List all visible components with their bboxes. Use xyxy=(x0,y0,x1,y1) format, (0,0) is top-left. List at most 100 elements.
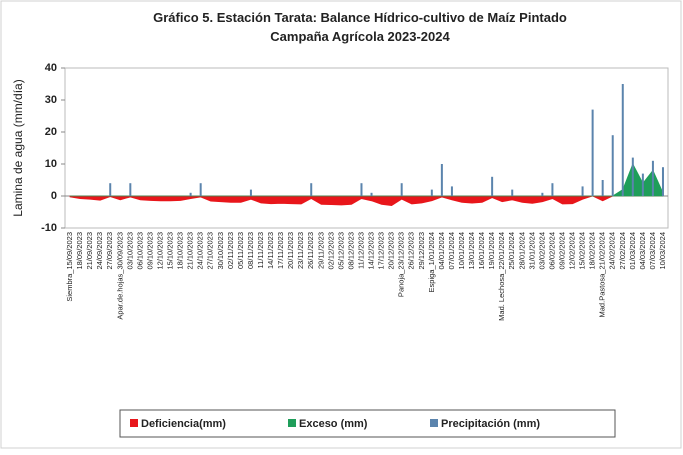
x-tick-label: 19/01/2024 xyxy=(487,232,496,270)
x-tick-label: 11/12/2023 xyxy=(356,232,365,269)
x-tick-label: 10/01/2024 xyxy=(457,232,466,270)
legend-label: Deficiencia(mm) xyxy=(141,418,226,430)
bar xyxy=(661,167,664,196)
x-tick-label: 02/11/2023 xyxy=(226,232,235,269)
bar xyxy=(491,176,494,196)
area xyxy=(69,195,663,207)
x-tick-label: Mad.Pastosa_21/02/2024 xyxy=(598,232,607,317)
y-tick-label: 30 xyxy=(45,94,57,106)
x-tick-label: 05/12/2023 xyxy=(336,232,345,270)
bar xyxy=(199,183,202,196)
x-tick-label: 29/12/2023 xyxy=(417,232,426,270)
x-tick-label: 06/02/2024 xyxy=(547,232,556,270)
x-tick-label: 15/10/2023 xyxy=(166,232,175,270)
x-tick-label: 20/11/2023 xyxy=(286,232,295,269)
bar xyxy=(581,186,584,196)
y-tick-label: 0 xyxy=(51,190,57,202)
x-tick-label: 18/02/2024 xyxy=(588,232,597,270)
x-tick-label: 14/11/2023 xyxy=(266,232,275,269)
bar xyxy=(611,135,614,196)
x-tick-label: 14/12/2023 xyxy=(367,232,376,270)
x-tick-label: 28/01/2024 xyxy=(517,232,526,270)
bar xyxy=(249,189,252,196)
x-tick-label: 02/12/2023 xyxy=(326,232,335,270)
chart-subtitle: Campaña Agrícola 2023-2024 xyxy=(270,29,450,44)
bar xyxy=(450,186,453,196)
x-tick-label: 24/10/2023 xyxy=(196,232,205,270)
bar xyxy=(641,173,644,196)
x-tick-label: 10/03/2024 xyxy=(658,232,667,270)
legend-label: Exceso (mm) xyxy=(299,418,368,430)
x-tick-label: 03/10/2023 xyxy=(125,232,134,270)
legend-swatch xyxy=(130,419,138,427)
x-tick-label: 06/10/2023 xyxy=(135,232,144,270)
x-tick-label: Espiga_1/01/2024 xyxy=(427,232,436,292)
x-tick-label: 26/11/2023 xyxy=(306,232,315,269)
x-tick-label: 07/03/2024 xyxy=(648,232,657,270)
bar xyxy=(430,189,433,196)
x-tick-label: 24/02/2024 xyxy=(608,232,617,270)
x-tick-label: 09/02/2024 xyxy=(557,232,566,270)
x-tick-label: 16/01/2024 xyxy=(477,232,486,270)
bar xyxy=(310,183,313,196)
bar xyxy=(621,84,624,196)
legend-label: Precipitación (mm) xyxy=(441,418,540,430)
bar xyxy=(109,183,112,196)
bar xyxy=(551,183,554,196)
legend-swatch xyxy=(288,419,296,427)
bar xyxy=(360,183,363,196)
x-tick-label: 12/02/2024 xyxy=(568,232,577,270)
x-tick-label: 29/11/2023 xyxy=(316,232,325,269)
chart-title: Gráfico 5. Estación Tarata: Balance Hídr… xyxy=(153,10,567,25)
x-tick-label: 03/02/2024 xyxy=(537,232,546,270)
x-tick-label: 27/09/2023 xyxy=(105,232,114,270)
bar xyxy=(511,189,514,196)
bar xyxy=(541,192,544,196)
bar xyxy=(651,160,654,196)
bar xyxy=(400,183,403,196)
x-tick-label: 04/03/2024 xyxy=(638,232,647,270)
y-axis-label: Lamina de agua (mm/día) xyxy=(11,79,25,216)
x-tick-label: 24/09/2023 xyxy=(95,232,104,270)
y-tick-label: 40 xyxy=(45,62,57,74)
x-tick-label: Siembra_15/09/2023 xyxy=(65,232,74,302)
x-tick-label: 17/11/2023 xyxy=(276,232,285,269)
x-tick-label: 04/01/2024 xyxy=(437,232,446,270)
x-tick-label: 27/02/2024 xyxy=(618,232,627,270)
x-tick-label: 25/01/2024 xyxy=(507,232,516,270)
bar xyxy=(129,183,132,196)
x-tick-label: 17/12/2023 xyxy=(377,232,386,270)
x-tick-label: 12/10/2023 xyxy=(155,232,164,270)
x-tick-label: 05/11/2023 xyxy=(236,232,245,269)
y-tick-label: 10 xyxy=(45,158,57,170)
x-tick-label: 11/11/2023 xyxy=(256,232,265,268)
y-tick-label: -10 xyxy=(41,222,57,234)
x-tick-label: 08/12/2023 xyxy=(346,232,355,270)
x-tick-label: Apar.de.hojas_30/09/2023 xyxy=(115,232,124,320)
x-tick-label: 08/11/2023 xyxy=(246,232,255,269)
x-tick-label: 27/10/2023 xyxy=(206,232,215,270)
bar xyxy=(601,180,604,196)
bar xyxy=(440,164,443,196)
x-tick-label: 18/09/2023 xyxy=(75,232,84,270)
legend-swatch xyxy=(430,419,438,427)
x-tick-label: 30/10/2023 xyxy=(216,232,225,270)
x-tick-label: Mad. Lechosa_22/01/2024 xyxy=(497,232,506,321)
bar xyxy=(631,157,634,196)
x-tick-label: 18/10/2023 xyxy=(176,232,185,270)
bar xyxy=(591,109,594,196)
x-tick-label: 21/10/2023 xyxy=(186,232,195,270)
x-tick-label: 07/01/2024 xyxy=(447,232,456,270)
x-tick-label: 20/12/2023 xyxy=(387,232,396,270)
y-tick-label: 20 xyxy=(45,126,57,138)
legend-box xyxy=(119,409,616,438)
x-tick-label: 31/01/2024 xyxy=(527,232,536,270)
x-tick-label: 23/11/2023 xyxy=(296,232,305,269)
x-tick-label: 26/12/2023 xyxy=(407,232,416,270)
x-tick-label: 01/03/2024 xyxy=(628,232,637,270)
x-tick-label: 09/10/2023 xyxy=(145,232,154,270)
bar xyxy=(189,192,192,196)
x-tick-label: 13/01/2024 xyxy=(467,232,476,270)
